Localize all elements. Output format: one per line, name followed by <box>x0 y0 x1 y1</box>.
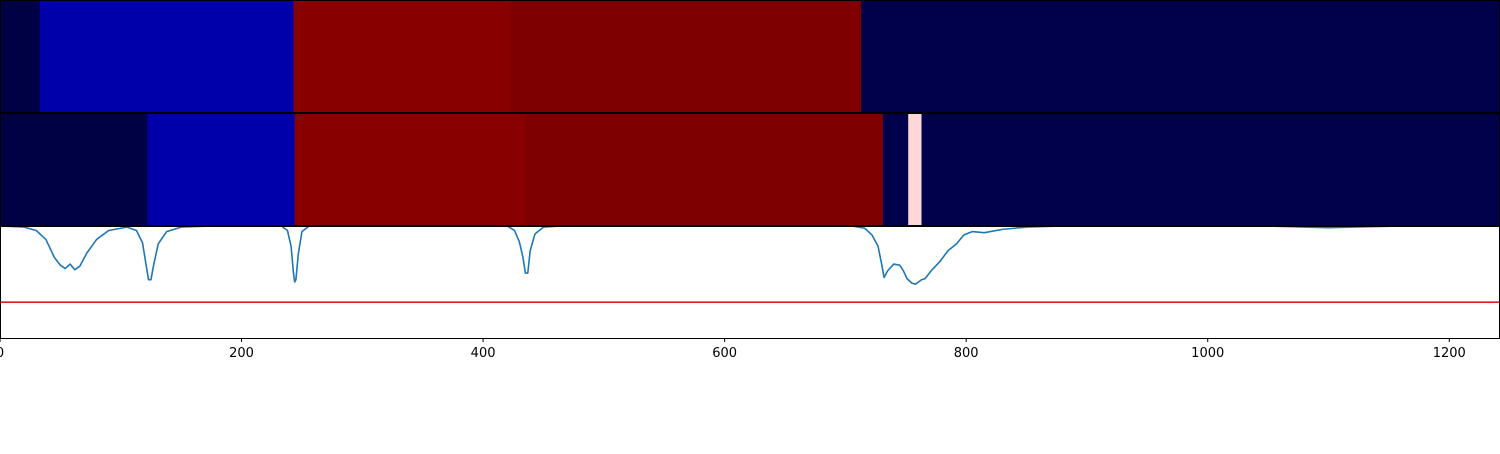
heatmap-segment-middle-0 <box>0 113 148 225</box>
x-axis: 0 200 400 600 800 1000 1200 <box>0 338 1466 361</box>
x-tick-label: 1000 <box>1191 346 1224 361</box>
heatmap-segment-top-2 <box>293 0 512 112</box>
heatmap-segment-top-1 <box>39 0 295 112</box>
line-panel <box>0 225 1500 338</box>
heatmap-segment-middle-2 <box>294 113 526 225</box>
line-panel-background <box>0 226 1500 338</box>
heatmap-segment-middle-5 <box>908 113 923 225</box>
x-tick-label: 400 <box>471 346 496 361</box>
x-tick-label: 200 <box>229 346 254 361</box>
heatmap-segment-top-3 <box>510 0 862 112</box>
heatmap-segment-middle-6 <box>921 113 1500 225</box>
heatmap-segment-top-4 <box>861 0 1500 112</box>
x-tick-label: 800 <box>954 346 979 361</box>
heatmap-segment-middle-3 <box>525 113 884 225</box>
x-tick-label: 600 <box>712 346 737 361</box>
heatmap-segment-middle-1 <box>147 113 296 225</box>
heatmap-row-top <box>0 0 1500 112</box>
series-line-0 <box>0 225 1500 286</box>
heatmap-segment-middle-4 <box>882 113 909 225</box>
heatmap-row-middle <box>0 113 1500 225</box>
x-tick-label: 0 <box>0 346 4 361</box>
heatmap-segment-top-0 <box>0 0 41 112</box>
x-tick-label: 1200 <box>1433 346 1466 361</box>
